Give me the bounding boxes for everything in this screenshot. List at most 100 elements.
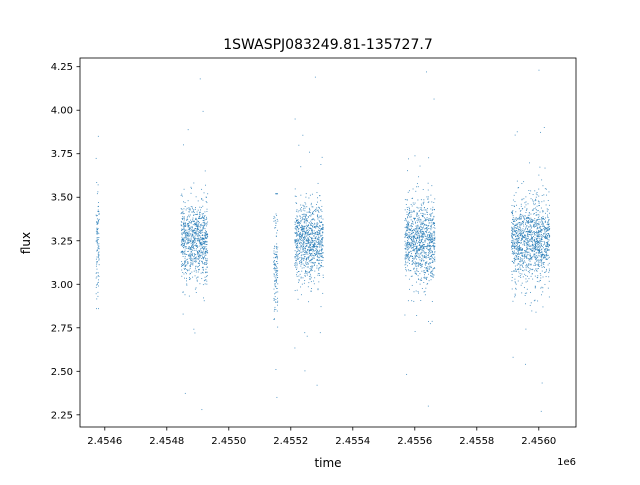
data-point: [528, 190, 530, 191]
data-point: [95, 265, 97, 267]
data-point: [511, 240, 513, 242]
data-point: [201, 247, 203, 249]
data-point: [406, 207, 408, 208]
data-point: [304, 231, 306, 233]
data-point: [98, 256, 100, 258]
data-point: [405, 251, 407, 253]
data-point: [305, 271, 307, 273]
data-point: [322, 218, 324, 220]
data-point: [411, 242, 413, 244]
data-point: [311, 267, 313, 269]
data-point: [522, 237, 524, 239]
data-point: [412, 202, 414, 204]
data-point: [310, 202, 312, 204]
data-point: [189, 208, 191, 210]
data-point: [186, 284, 188, 286]
data-point: [203, 234, 205, 236]
data-point: [301, 245, 303, 247]
data-point: [98, 248, 100, 250]
data-point: [193, 240, 195, 242]
data-point: [189, 222, 191, 224]
data-point: [96, 249, 98, 251]
data-point: [524, 256, 526, 258]
data-point: [516, 180, 518, 182]
data-point: [206, 211, 208, 212]
data-point: [548, 228, 550, 230]
data-point: [199, 239, 201, 241]
data-point: [431, 239, 433, 241]
data-point: [407, 225, 409, 227]
data-point: [306, 211, 308, 213]
data-point: [296, 226, 298, 228]
data-point: [202, 228, 204, 230]
data-point: [514, 268, 516, 270]
data-point: [407, 220, 409, 222]
data-point: [416, 214, 418, 216]
data-point: [432, 276, 434, 278]
data-point: [539, 261, 541, 263]
data-point: [512, 229, 514, 231]
data-point: [407, 244, 409, 245]
data-point: [204, 254, 206, 256]
data-point: [408, 258, 410, 260]
data-point: [412, 232, 414, 234]
data-point: [193, 256, 195, 258]
data-point: [192, 219, 194, 221]
data-point: [540, 229, 542, 231]
data-point: [546, 238, 548, 240]
data-point: [311, 266, 313, 268]
data-point: [306, 220, 308, 222]
data-point: [302, 248, 304, 250]
data-point: [201, 258, 203, 259]
data-point: [188, 257, 190, 259]
data-point: [538, 246, 540, 248]
data-point: [191, 271, 193, 273]
data-point: [538, 174, 540, 176]
data-point: [309, 208, 311, 210]
data-point: [415, 245, 417, 247]
data-point: [302, 227, 304, 229]
data-point: [320, 236, 322, 238]
data-point: [546, 208, 548, 210]
data-point: [197, 236, 199, 238]
data-point: [202, 257, 204, 259]
data-point: [544, 248, 546, 250]
data-point: [541, 238, 542, 240]
data-point: [303, 237, 305, 239]
data-point: [533, 249, 535, 251]
data-point: [416, 183, 418, 185]
data-point: [534, 222, 536, 224]
data-point: [305, 228, 307, 230]
data-point: [541, 195, 543, 196]
data-point: [206, 241, 208, 243]
data-point: [304, 370, 306, 372]
data-point: [199, 245, 201, 247]
data-point: [516, 228, 518, 229]
data-point: [514, 252, 516, 254]
data-point: [529, 234, 531, 236]
data-point: [541, 255, 543, 256]
data-point: [423, 220, 425, 222]
data-point: [296, 232, 298, 233]
data-point: [410, 212, 412, 213]
data-point: [515, 227, 517, 229]
data-point: [299, 233, 301, 235]
data-point: [407, 226, 409, 228]
data-point: [521, 215, 523, 217]
data-point: [406, 227, 408, 228]
data-point: [304, 252, 305, 254]
data-point: [314, 233, 316, 235]
data-point: [517, 234, 519, 236]
data-point: [304, 205, 306, 207]
data-point: [538, 235, 540, 237]
data-point: [404, 236, 406, 238]
data-point: [518, 208, 520, 210]
data-point: [417, 230, 419, 232]
data-point: [521, 199, 523, 201]
data-point: [434, 225, 435, 226]
data-point: [405, 270, 407, 272]
data-point: [205, 263, 207, 265]
data-point: [202, 222, 204, 224]
data-point: [186, 229, 188, 231]
data-point: [526, 265, 528, 267]
